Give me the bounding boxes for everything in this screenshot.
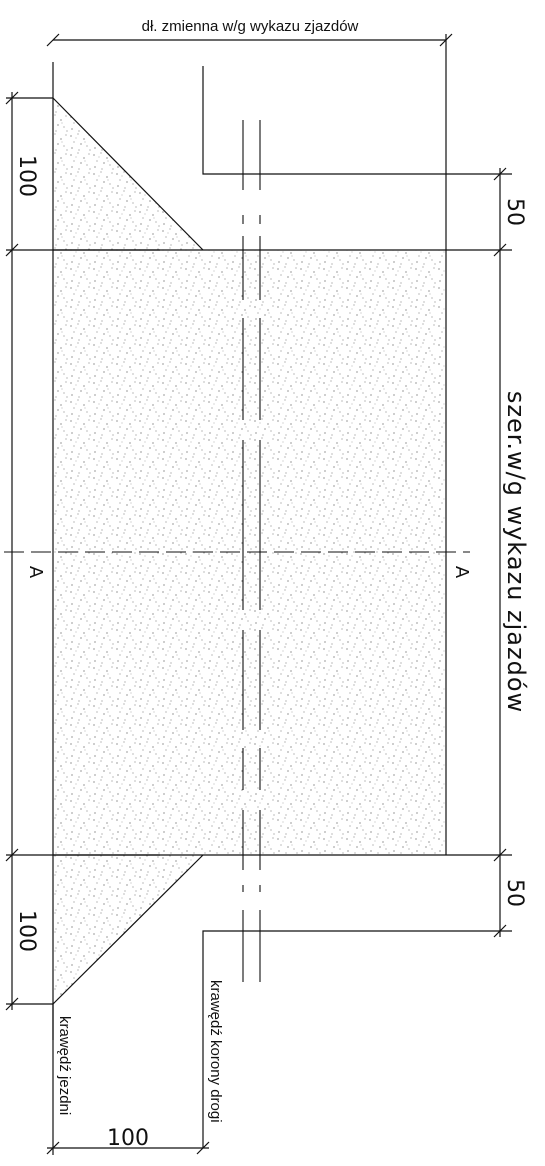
section-marker-right: A [451, 566, 472, 579]
road-crown-edge-lower [202, 930, 446, 1148]
lower-left-dimension: 100 [14, 910, 39, 952]
driveway-surface [53, 98, 446, 1004]
carriageway-edge-label: krawędź jezdni [56, 1016, 73, 1115]
road-crown-edge-upper [202, 66, 446, 175]
section-marker-left: A [25, 566, 46, 579]
upper-splay-line [52, 97, 204, 251]
width-dimension-label: szer.w/g wykazu zjazdów [502, 391, 530, 713]
lower-splay-line [52, 854, 204, 1005]
culvert-pipe [242, 120, 261, 982]
road-crown-edge-label: krawędź korony drogi [207, 980, 224, 1123]
upper-right-dimension: 50 [502, 198, 527, 226]
bottom-dimension-label: 100 [107, 1126, 149, 1151]
top-dimension-label: dł. zmienna w/g wykazu zjazdów [142, 18, 359, 35]
lower-right-dimension: 50 [502, 879, 527, 907]
upper-left-dimension: 100 [14, 155, 39, 197]
